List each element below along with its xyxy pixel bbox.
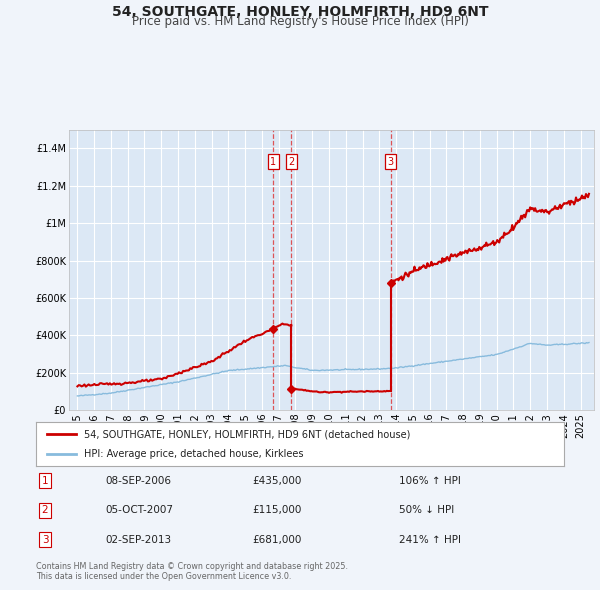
Text: 54, SOUTHGATE, HONLEY, HOLMFIRTH, HD9 6NT: 54, SOUTHGATE, HONLEY, HOLMFIRTH, HD9 6N… [112, 5, 488, 19]
Text: 1: 1 [41, 476, 49, 486]
Text: £681,000: £681,000 [252, 535, 301, 545]
Text: 1: 1 [271, 156, 277, 166]
Text: 3: 3 [41, 535, 49, 545]
Text: 106% ↑ HPI: 106% ↑ HPI [399, 476, 461, 486]
Text: 02-SEP-2013: 02-SEP-2013 [105, 535, 171, 545]
Text: HPI: Average price, detached house, Kirklees: HPI: Average price, detached house, Kirk… [83, 449, 303, 458]
Text: Contains HM Land Registry data © Crown copyright and database right 2025.
This d: Contains HM Land Registry data © Crown c… [36, 562, 348, 581]
Text: £435,000: £435,000 [252, 476, 301, 486]
Text: Price paid vs. HM Land Registry's House Price Index (HPI): Price paid vs. HM Land Registry's House … [131, 15, 469, 28]
Text: 54, SOUTHGATE, HONLEY, HOLMFIRTH, HD9 6NT (detached house): 54, SOUTHGATE, HONLEY, HOLMFIRTH, HD9 6N… [83, 430, 410, 439]
Text: £115,000: £115,000 [252, 506, 301, 515]
Text: 08-SEP-2006: 08-SEP-2006 [105, 476, 171, 486]
Text: 3: 3 [388, 156, 394, 166]
Text: 50% ↓ HPI: 50% ↓ HPI [399, 506, 454, 515]
Text: 241% ↑ HPI: 241% ↑ HPI [399, 535, 461, 545]
Text: 05-OCT-2007: 05-OCT-2007 [105, 506, 173, 515]
Text: 2: 2 [41, 506, 49, 515]
Text: 2: 2 [288, 156, 295, 166]
